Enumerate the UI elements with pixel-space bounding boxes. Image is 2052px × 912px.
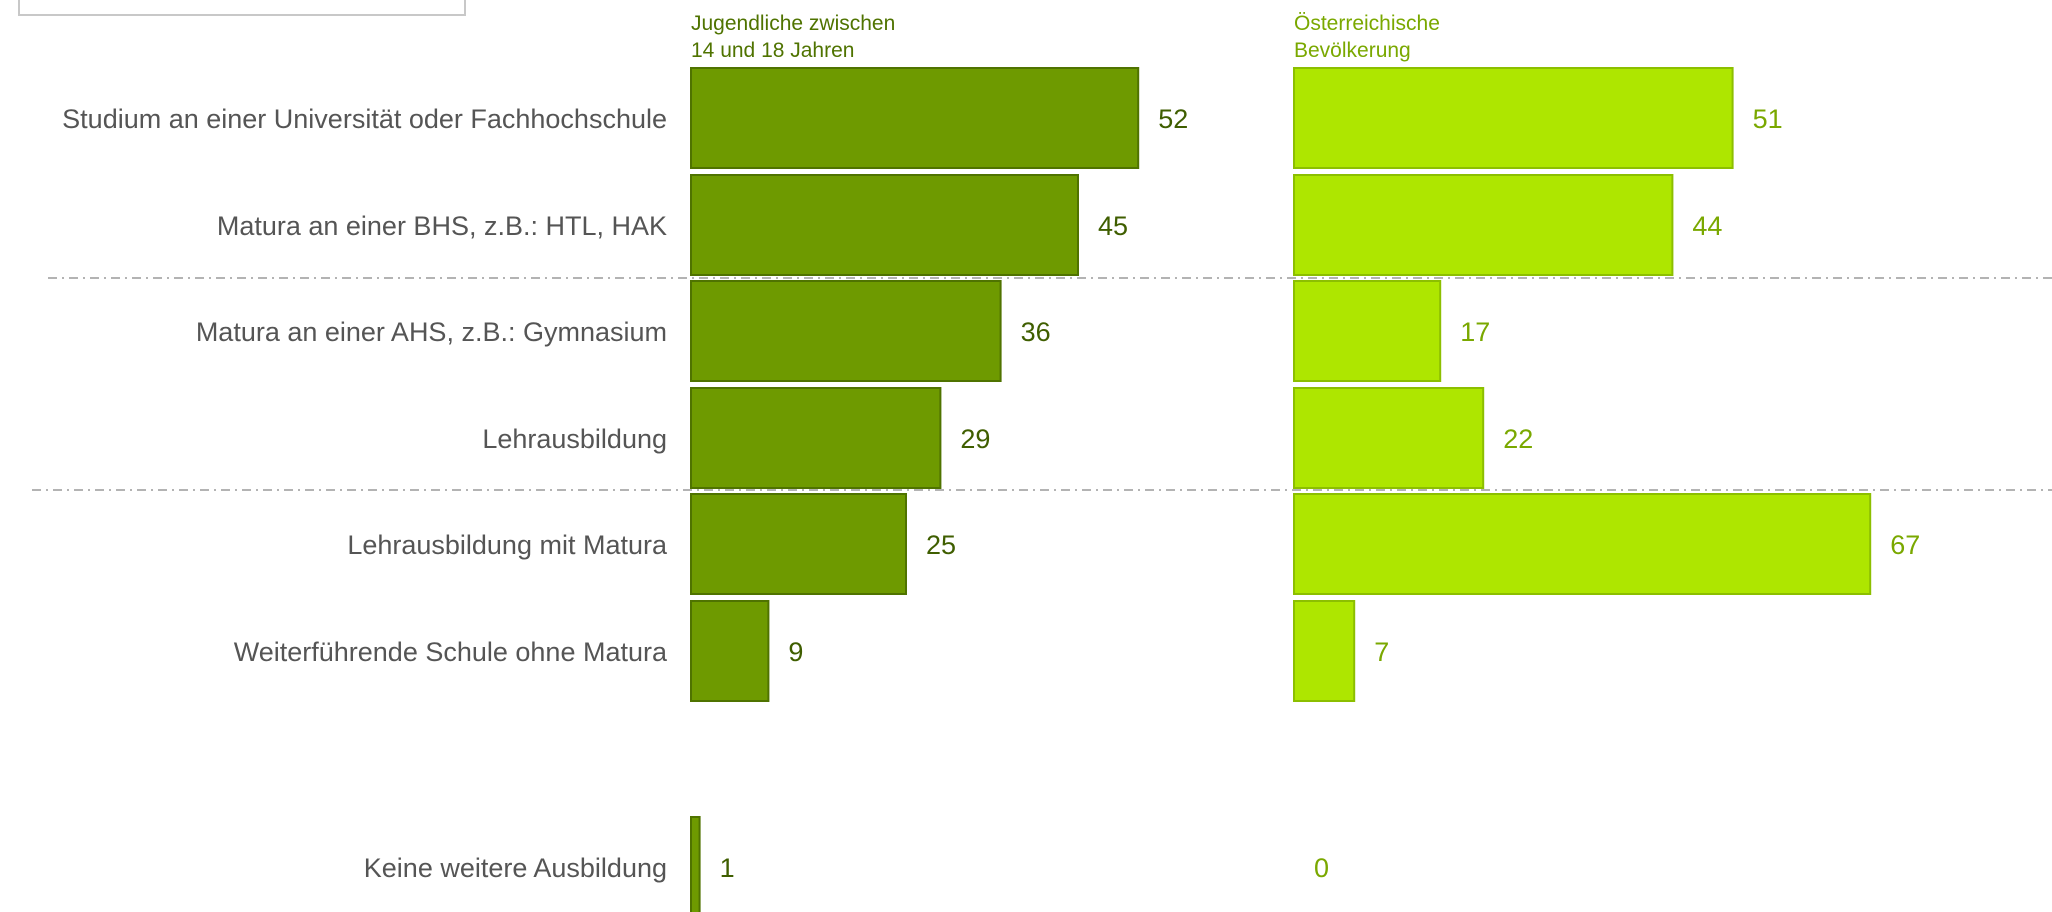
- category-label: Keine weitere Ausbildung: [364, 853, 667, 883]
- bar: [690, 280, 1002, 382]
- value-label: 29: [960, 424, 990, 454]
- separator-lines: [32, 277, 2052, 491]
- bar: [1293, 280, 1442, 382]
- value-label: 0: [1314, 853, 1329, 883]
- value-labels: 52 45 36 29 25 9 1 51 44 17 22 67 7 0: [720, 104, 1921, 883]
- category-label: Matura an einer BHS, z.B.: HTL, HAK: [217, 211, 667, 241]
- value-label: 1: [720, 853, 735, 883]
- bar: [690, 493, 907, 595]
- bar: [1293, 387, 1485, 489]
- legend-box: [18, 0, 466, 16]
- value-label: 25: [926, 530, 956, 560]
- value-label: 36: [1021, 317, 1051, 347]
- category-label: Lehrausbildung: [482, 424, 667, 454]
- value-label: 51: [1753, 104, 1783, 134]
- value-label: 7: [1374, 637, 1389, 667]
- bar: [1293, 493, 1872, 595]
- value-label: 9: [788, 637, 803, 667]
- bar: [690, 174, 1079, 276]
- series-header: Jugendliche zwischen 14 und 18 Jahren: [691, 12, 895, 62]
- value-label: 45: [1098, 211, 1128, 241]
- bar: [690, 600, 770, 702]
- category-label: Lehrausbildung mit Matura: [347, 530, 668, 560]
- category-label: Studium an einer Universität oder Fachho…: [62, 104, 667, 134]
- series-header: Österreichische Bevölkerung: [1294, 12, 1440, 62]
- value-label: 67: [1890, 530, 1920, 560]
- value-label: 52: [1158, 104, 1188, 134]
- value-label: 17: [1460, 317, 1490, 347]
- bar: [690, 816, 701, 912]
- bar: [1293, 174, 1674, 276]
- bar: [690, 387, 942, 489]
- category-labels: Studium an einer Universität oder Fachho…: [62, 104, 668, 883]
- category-label: Matura an einer AHS, z.B.: Gymnasium: [196, 317, 667, 347]
- bar: [1293, 67, 1734, 169]
- value-label: 22: [1503, 424, 1533, 454]
- bar: [1293, 600, 1356, 702]
- series-headers: Jugendliche zwischen 14 und 18 Jahren Öste…: [691, 12, 1440, 62]
- value-label: 44: [1692, 211, 1722, 241]
- bar-groups: [690, 67, 1872, 912]
- bar: [690, 67, 1140, 169]
- category-label: Weiterführende Schule ohne Matura: [234, 637, 668, 667]
